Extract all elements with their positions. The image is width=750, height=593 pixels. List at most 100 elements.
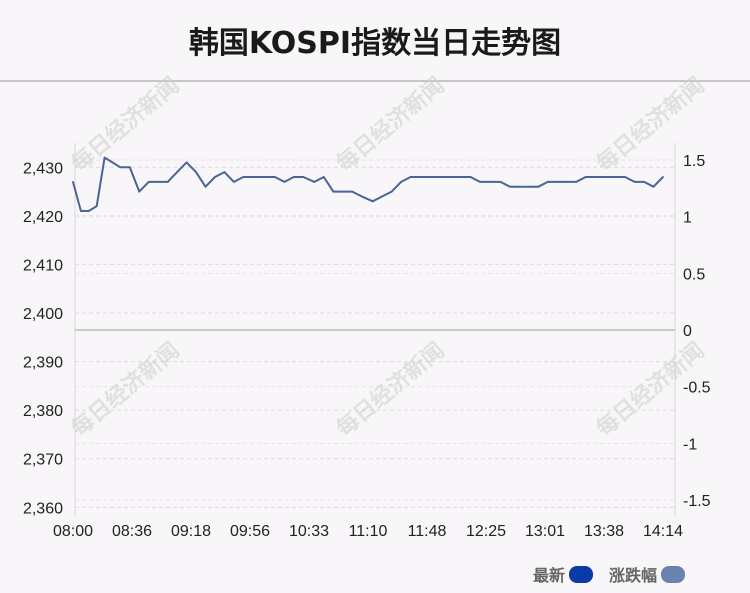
y-right-tick-label: 0.5 [683, 266, 705, 283]
x-tick-label: 11:48 [408, 523, 447, 540]
data-point [87, 210, 90, 212]
data-point [128, 166, 131, 169]
y-left-tick-label: 2,430 [23, 160, 63, 177]
data-point [400, 181, 402, 183]
data-point [166, 181, 169, 183]
data-point [157, 181, 160, 183]
data-point [450, 176, 453, 178]
data-point [242, 176, 245, 178]
data-point [322, 176, 325, 178]
data-point [302, 176, 305, 178]
data-point [264, 176, 267, 178]
data-point [283, 181, 286, 183]
data-point [537, 185, 540, 188]
data-point [341, 190, 344, 193]
x-tick-label: 14:14 [643, 523, 683, 540]
watermark: 每日经济新闻 [67, 337, 185, 442]
x-tick-label: 10:33 [289, 523, 329, 540]
data-point [381, 195, 384, 198]
data-point [255, 176, 257, 178]
y-left-tick-label: 2,400 [23, 306, 63, 323]
x-tick-label: 12:25 [466, 523, 506, 540]
data-point [111, 161, 114, 164]
data-point [360, 195, 363, 198]
data-point [274, 176, 276, 178]
price-line [72, 156, 664, 212]
data-point [652, 185, 655, 188]
x-tick-label: 13:01 [525, 523, 565, 540]
data-point [605, 176, 608, 178]
y-right-tick-label: 1.5 [683, 153, 705, 170]
x-tick-label: 08:36 [112, 523, 152, 540]
data-point [546, 181, 549, 183]
y-right-tick-label: -0.5 [683, 380, 711, 397]
watermark: 每日经济新闻 [332, 337, 450, 442]
data-point [390, 190, 393, 193]
x-tick-label: 11:10 [349, 523, 388, 540]
x-tick-label: 08:00 [53, 523, 93, 540]
x-tick-label: 09:18 [171, 523, 211, 540]
y-right-tick-label: -1 [683, 436, 697, 453]
legend-swatch-latest [569, 565, 594, 583]
y-left-tick-label: 2,370 [23, 452, 63, 469]
data-point [419, 176, 421, 178]
legend-swatch-change [661, 565, 686, 583]
data-point [371, 200, 374, 203]
data-point [185, 161, 188, 164]
data-point [584, 176, 587, 178]
title-divider [0, 80, 750, 82]
y-right-tick-label: 0 [683, 323, 692, 340]
data-point [518, 185, 521, 188]
data-point [556, 181, 559, 183]
x-tick-label: 09:56 [230, 523, 270, 540]
watermark: 每日经济新闻 [332, 72, 450, 177]
data-point [509, 185, 511, 188]
watermark: 每日经济新闻 [67, 72, 185, 177]
data-point [119, 166, 122, 169]
data-point [575, 181, 578, 183]
data-point [662, 176, 664, 178]
data-point [633, 181, 636, 183]
legend-label-change: 涨跌幅 [609, 566, 658, 585]
data-point [528, 185, 530, 188]
data-point [469, 176, 472, 178]
y-left-tick-label: 2,380 [23, 403, 63, 420]
data-point [223, 171, 226, 174]
y-left-tick-label: 2,410 [23, 257, 63, 274]
data-point [431, 176, 434, 178]
data-point [313, 181, 316, 183]
data-point [490, 181, 492, 183]
data-point [594, 176, 597, 178]
data-point [233, 181, 235, 183]
data-point [460, 176, 462, 178]
y-left-tick-label: 2,390 [23, 355, 63, 372]
data-point [409, 176, 412, 178]
data-point [614, 176, 617, 178]
data-point [499, 181, 502, 183]
data-point [643, 181, 645, 183]
data-point [176, 171, 179, 174]
data-point [214, 176, 216, 178]
data-point [565, 181, 568, 183]
x-tick-label: 13:38 [584, 523, 624, 540]
legend: 最新 涨跌幅 [533, 562, 686, 586]
data-point [479, 181, 481, 183]
data-point [441, 176, 443, 178]
data-point [147, 181, 150, 183]
y-right-tick-label: 1 [683, 210, 692, 227]
data-point [332, 190, 335, 193]
data-point [195, 171, 197, 174]
y-left-tick-label: 2,360 [23, 500, 63, 517]
data-point [204, 185, 207, 188]
data-point [80, 210, 82, 212]
y-left-tick-label: 2,420 [23, 209, 63, 226]
y-right-tick-label: -1.5 [683, 493, 711, 510]
chart-title: 韩国KOSPI指数当日走势图 [188, 26, 562, 61]
data-point [103, 156, 106, 159]
data-point [351, 190, 354, 193]
data-point [72, 181, 74, 183]
legend-label-latest: 最新 [533, 566, 566, 585]
data-point [624, 176, 626, 178]
data-point [95, 205, 98, 208]
